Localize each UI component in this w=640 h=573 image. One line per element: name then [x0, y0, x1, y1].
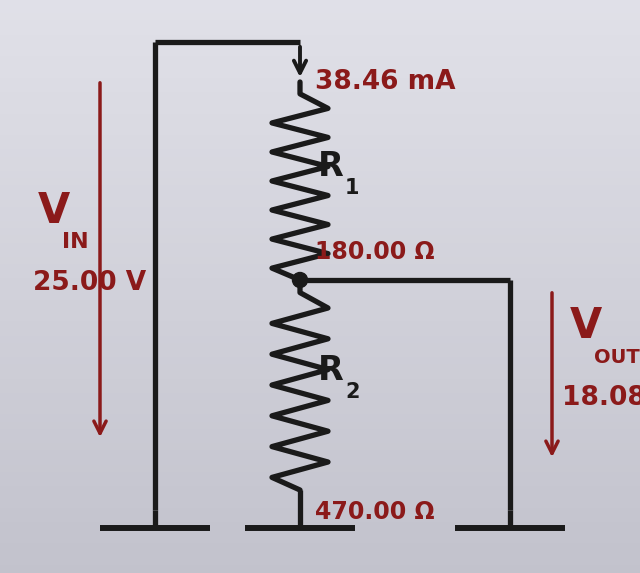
Bar	[0, 7, 640, 14]
Bar	[0, 301, 640, 308]
Text: R: R	[318, 354, 344, 387]
Bar	[0, 452, 640, 458]
Bar	[0, 530, 640, 537]
Bar	[0, 179, 640, 186]
Bar	[0, 509, 640, 516]
Bar	[0, 72, 640, 79]
Bar	[0, 244, 640, 251]
Bar	[0, 487, 640, 494]
Bar	[0, 86, 640, 93]
Bar	[0, 444, 640, 452]
Bar	[0, 36, 640, 43]
Bar	[0, 315, 640, 322]
Circle shape	[292, 273, 307, 288]
Bar	[0, 322, 640, 329]
Bar	[0, 251, 640, 258]
Bar	[0, 380, 640, 387]
Bar	[0, 401, 640, 408]
Bar	[0, 136, 640, 143]
Text: V: V	[38, 190, 70, 232]
Bar	[0, 100, 640, 108]
Bar	[0, 437, 640, 444]
Bar	[0, 430, 640, 437]
Bar	[0, 344, 640, 351]
Bar	[0, 229, 640, 236]
Bar	[0, 473, 640, 480]
Bar	[0, 329, 640, 337]
Bar	[0, 566, 640, 573]
Bar	[0, 258, 640, 265]
Bar	[0, 122, 640, 129]
Bar	[0, 186, 640, 194]
Bar	[0, 465, 640, 473]
Bar	[0, 415, 640, 423]
Bar	[0, 286, 640, 293]
Bar	[0, 293, 640, 301]
Bar	[0, 93, 640, 100]
Bar	[0, 265, 640, 272]
Text: 38.46 mA: 38.46 mA	[315, 69, 456, 95]
Bar	[0, 516, 640, 523]
Bar	[0, 523, 640, 530]
Text: 18.08 V: 18.08 V	[562, 385, 640, 411]
Bar	[0, 115, 640, 121]
Bar	[0, 151, 640, 158]
Bar	[0, 308, 640, 315]
Bar	[0, 537, 640, 544]
Bar	[0, 29, 640, 36]
Text: 2: 2	[345, 382, 360, 402]
Bar	[0, 408, 640, 415]
Bar	[0, 108, 640, 115]
Text: R: R	[318, 150, 344, 182]
Bar	[0, 57, 640, 65]
Bar	[0, 336, 640, 344]
Bar	[0, 551, 640, 559]
Bar	[0, 158, 640, 165]
Bar	[0, 208, 640, 215]
Bar	[0, 272, 640, 280]
Text: 180.00 Ω: 180.00 Ω	[315, 240, 435, 264]
Bar	[0, 43, 640, 50]
Bar	[0, 423, 640, 430]
Bar	[0, 0, 640, 7]
Bar	[0, 129, 640, 136]
Bar	[0, 21, 640, 29]
Bar	[0, 559, 640, 566]
Bar	[0, 494, 640, 501]
Text: 1: 1	[345, 178, 360, 198]
Bar	[0, 387, 640, 394]
Bar	[0, 394, 640, 401]
Bar	[0, 194, 640, 201]
Bar	[0, 366, 640, 372]
Bar	[0, 172, 640, 179]
Text: 25.00 V: 25.00 V	[33, 270, 146, 296]
Text: IN: IN	[62, 232, 88, 252]
Bar	[0, 501, 640, 509]
Text: V: V	[570, 305, 602, 347]
Bar	[0, 14, 640, 21]
Bar	[0, 201, 640, 208]
Bar	[0, 237, 640, 244]
Bar	[0, 215, 640, 222]
Bar	[0, 143, 640, 150]
Bar	[0, 280, 640, 286]
Bar	[0, 458, 640, 465]
Text: OUT: OUT	[594, 348, 640, 367]
Bar	[0, 351, 640, 358]
Bar	[0, 358, 640, 366]
Bar	[0, 372, 640, 379]
Bar	[0, 165, 640, 172]
Bar	[0, 222, 640, 229]
Bar	[0, 480, 640, 487]
Bar	[0, 79, 640, 86]
Bar	[0, 65, 640, 72]
Text: 470.00 Ω: 470.00 Ω	[315, 500, 435, 524]
Bar	[0, 50, 640, 57]
Bar	[0, 544, 640, 551]
